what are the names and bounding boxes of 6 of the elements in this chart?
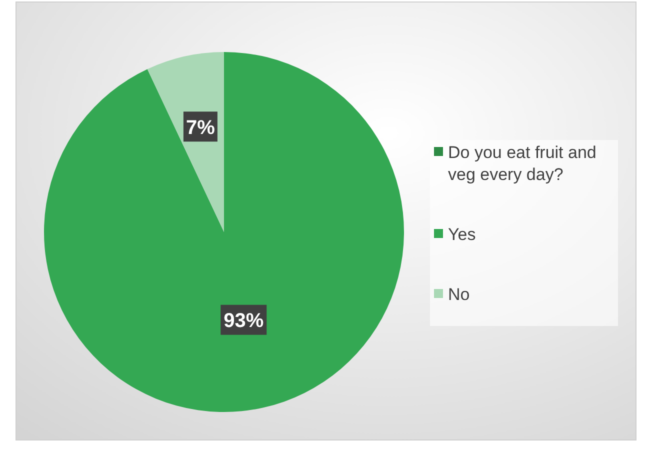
legend-label: Yes	[448, 225, 476, 244]
legend-label: Do you eat fruit and veg every day?	[448, 143, 596, 184]
legend-label: No	[448, 285, 470, 304]
data-label: 93%	[224, 310, 264, 332]
data-label: 7%	[186, 116, 216, 139]
pie-slice	[44, 52, 404, 412]
